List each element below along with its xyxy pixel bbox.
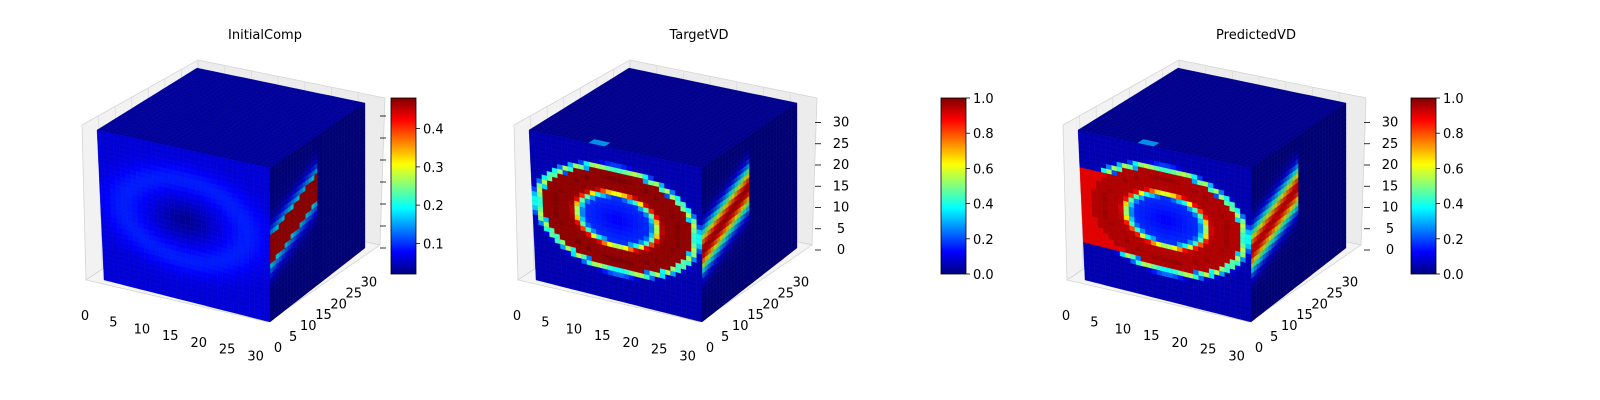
y-tick-label: 10 bbox=[300, 319, 317, 334]
y-tick-label: 5 bbox=[289, 330, 297, 345]
panel-initialcomp: 0 5 10 15 20 25 30051015202530InitialComp0.10.… bbox=[81, 28, 444, 364]
x-tick-label: 25 bbox=[219, 343, 236, 358]
colorbar-tick-label: 0.3 bbox=[423, 161, 444, 176]
colorbar bbox=[390, 97, 417, 275]
y-tick-label: 15 bbox=[315, 308, 332, 323]
y-tick-label: 30 bbox=[361, 275, 378, 290]
y-tick-label: 0 bbox=[274, 341, 282, 356]
x-tick-label: 5 bbox=[109, 316, 117, 331]
colorbar-tick-label: 0.1 bbox=[423, 237, 444, 252]
y-tick-label: 20 bbox=[330, 297, 347, 312]
x-tick-label: 0 bbox=[81, 309, 89, 324]
colorbar-tick-label: 0.2 bbox=[423, 199, 444, 214]
colorbar-tick-label: 0.4 bbox=[423, 123, 444, 138]
y-tick-label: 25 bbox=[346, 286, 363, 301]
x-tick-label: 15 bbox=[162, 329, 179, 344]
x-tick-label: 20 bbox=[190, 336, 207, 351]
panel-title: InitialComp bbox=[228, 28, 302, 43]
x-tick-label: 30 bbox=[247, 349, 264, 364]
panel-targetvd: 0 5 10 15 20 25 30051015202530051015202530Targ… bbox=[513, 28, 994, 364]
x-tick-label: 10 bbox=[134, 322, 151, 337]
